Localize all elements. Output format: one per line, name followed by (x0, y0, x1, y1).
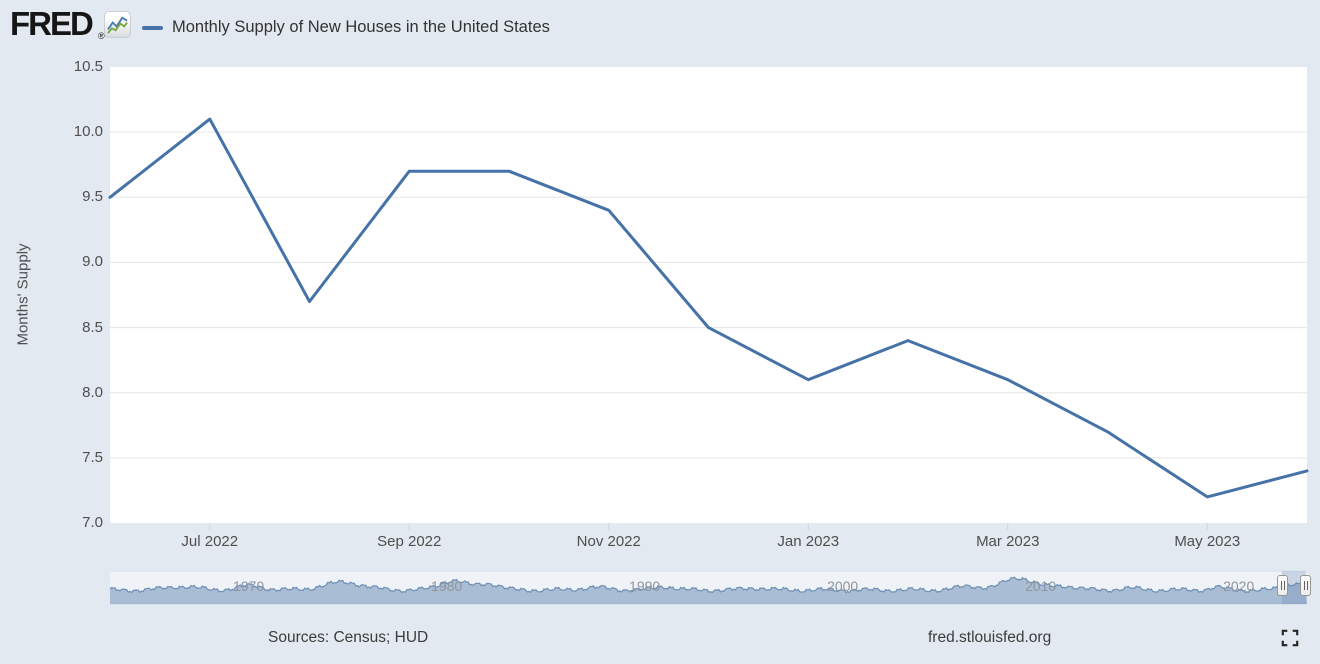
fred-logo[interactable]: FRED (10, 5, 94, 42)
sources-note: Sources: Census; HUD (268, 629, 429, 646)
fred-logo-chart-icon (104, 11, 131, 38)
navigator-handle-left[interactable] (1277, 575, 1288, 596)
navigator-area (110, 577, 1307, 603)
site-watermark: fred.stlouisfed.org (928, 629, 1052, 646)
legend: Monthly Supply of New Houses in the Unit… (142, 17, 550, 38)
plot-area (110, 67, 1307, 523)
navigator-baseline (110, 601, 1307, 605)
navigator-line (109, 576, 1307, 594)
legend-line-swatch (142, 25, 163, 30)
y-axis-title: Months' Supply (14, 243, 32, 346)
registered-trademark: ® (98, 31, 105, 41)
navigator-handle-right[interactable] (1300, 575, 1311, 596)
legend-series-label: Monthly Supply of New Houses in the Unit… (172, 18, 550, 36)
fullscreen-icon[interactable] (1281, 629, 1301, 649)
series-line (108, 117, 1309, 499)
